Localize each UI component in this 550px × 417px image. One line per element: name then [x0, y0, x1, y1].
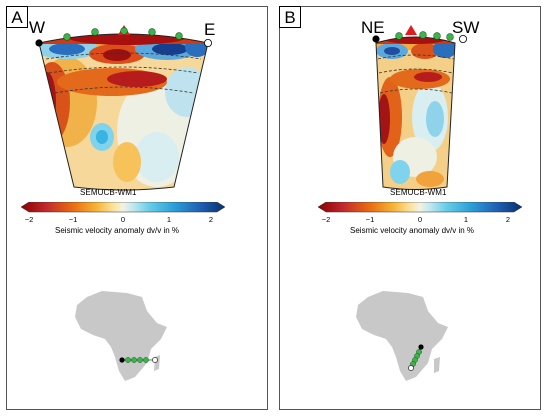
station-marker — [148, 28, 156, 36]
tomography-cross-section — [372, 25, 467, 190]
southwest-label: SW — [452, 18, 480, 37]
map-endpoint-northeast — [418, 344, 424, 350]
colorbar-label: Seismic velocity anomaly dv/v in % — [55, 226, 180, 235]
tomography-cross-section — [35, 25, 212, 191]
volcano-marker — [405, 25, 417, 35]
station-marker — [446, 33, 454, 41]
colorbar — [318, 202, 522, 213]
model-name: SEMUCB-WM1 — [390, 188, 447, 197]
station-marker — [91, 28, 99, 36]
velocity-field — [39, 34, 208, 190]
colorbar-tick: −1 — [68, 215, 78, 224]
colorbar-tick: −1 — [365, 215, 375, 224]
endpoint-southwest — [458, 34, 467, 43]
colorbar-tick: 0 — [417, 215, 423, 224]
colorbar-tick: −2 — [24, 215, 34, 224]
map-station — [125, 357, 131, 363]
africa-location-map — [75, 291, 167, 381]
colorbar-tick: 2 — [208, 215, 214, 224]
map-endpoint-southwest — [408, 365, 414, 371]
africa-location-map — [356, 291, 448, 381]
colorbar-tick: 0 — [120, 215, 126, 224]
endpoint-west — [35, 39, 43, 47]
panel-b: B NE SW — [279, 6, 541, 410]
map-endpoint-west — [119, 357, 125, 363]
model-name: SEMUCB-WM1 — [80, 188, 137, 197]
colorbar-tick: −2 — [321, 215, 331, 224]
east-label: E — [204, 20, 216, 39]
panel-letter: B — [279, 6, 301, 28]
west-label: W — [29, 18, 46, 37]
map-station — [137, 357, 143, 363]
colorbar-tick: 1 — [463, 215, 469, 224]
station-marker — [63, 33, 71, 41]
station-marker — [419, 31, 427, 39]
map-endpoint-east — [152, 357, 158, 363]
map-station — [143, 357, 149, 363]
station-marker — [433, 32, 441, 40]
colorbar-tick: 2 — [505, 215, 511, 224]
velocity-field — [376, 37, 455, 190]
station-marker — [395, 32, 403, 40]
panel-a: A W E — [6, 6, 268, 410]
colorbar — [21, 202, 225, 213]
colorbar-label: Seismic velocity anomaly dv/v in % — [350, 226, 475, 235]
station-marker — [175, 32, 183, 40]
station-marker — [120, 27, 128, 35]
endpoint-east — [203, 39, 212, 48]
northeast-label: NE — [361, 18, 385, 37]
panel-letter: A — [6, 6, 28, 28]
colorbar-tick: 1 — [166, 215, 172, 224]
map-station — [131, 357, 137, 363]
endpoint-northeast — [372, 35, 380, 43]
